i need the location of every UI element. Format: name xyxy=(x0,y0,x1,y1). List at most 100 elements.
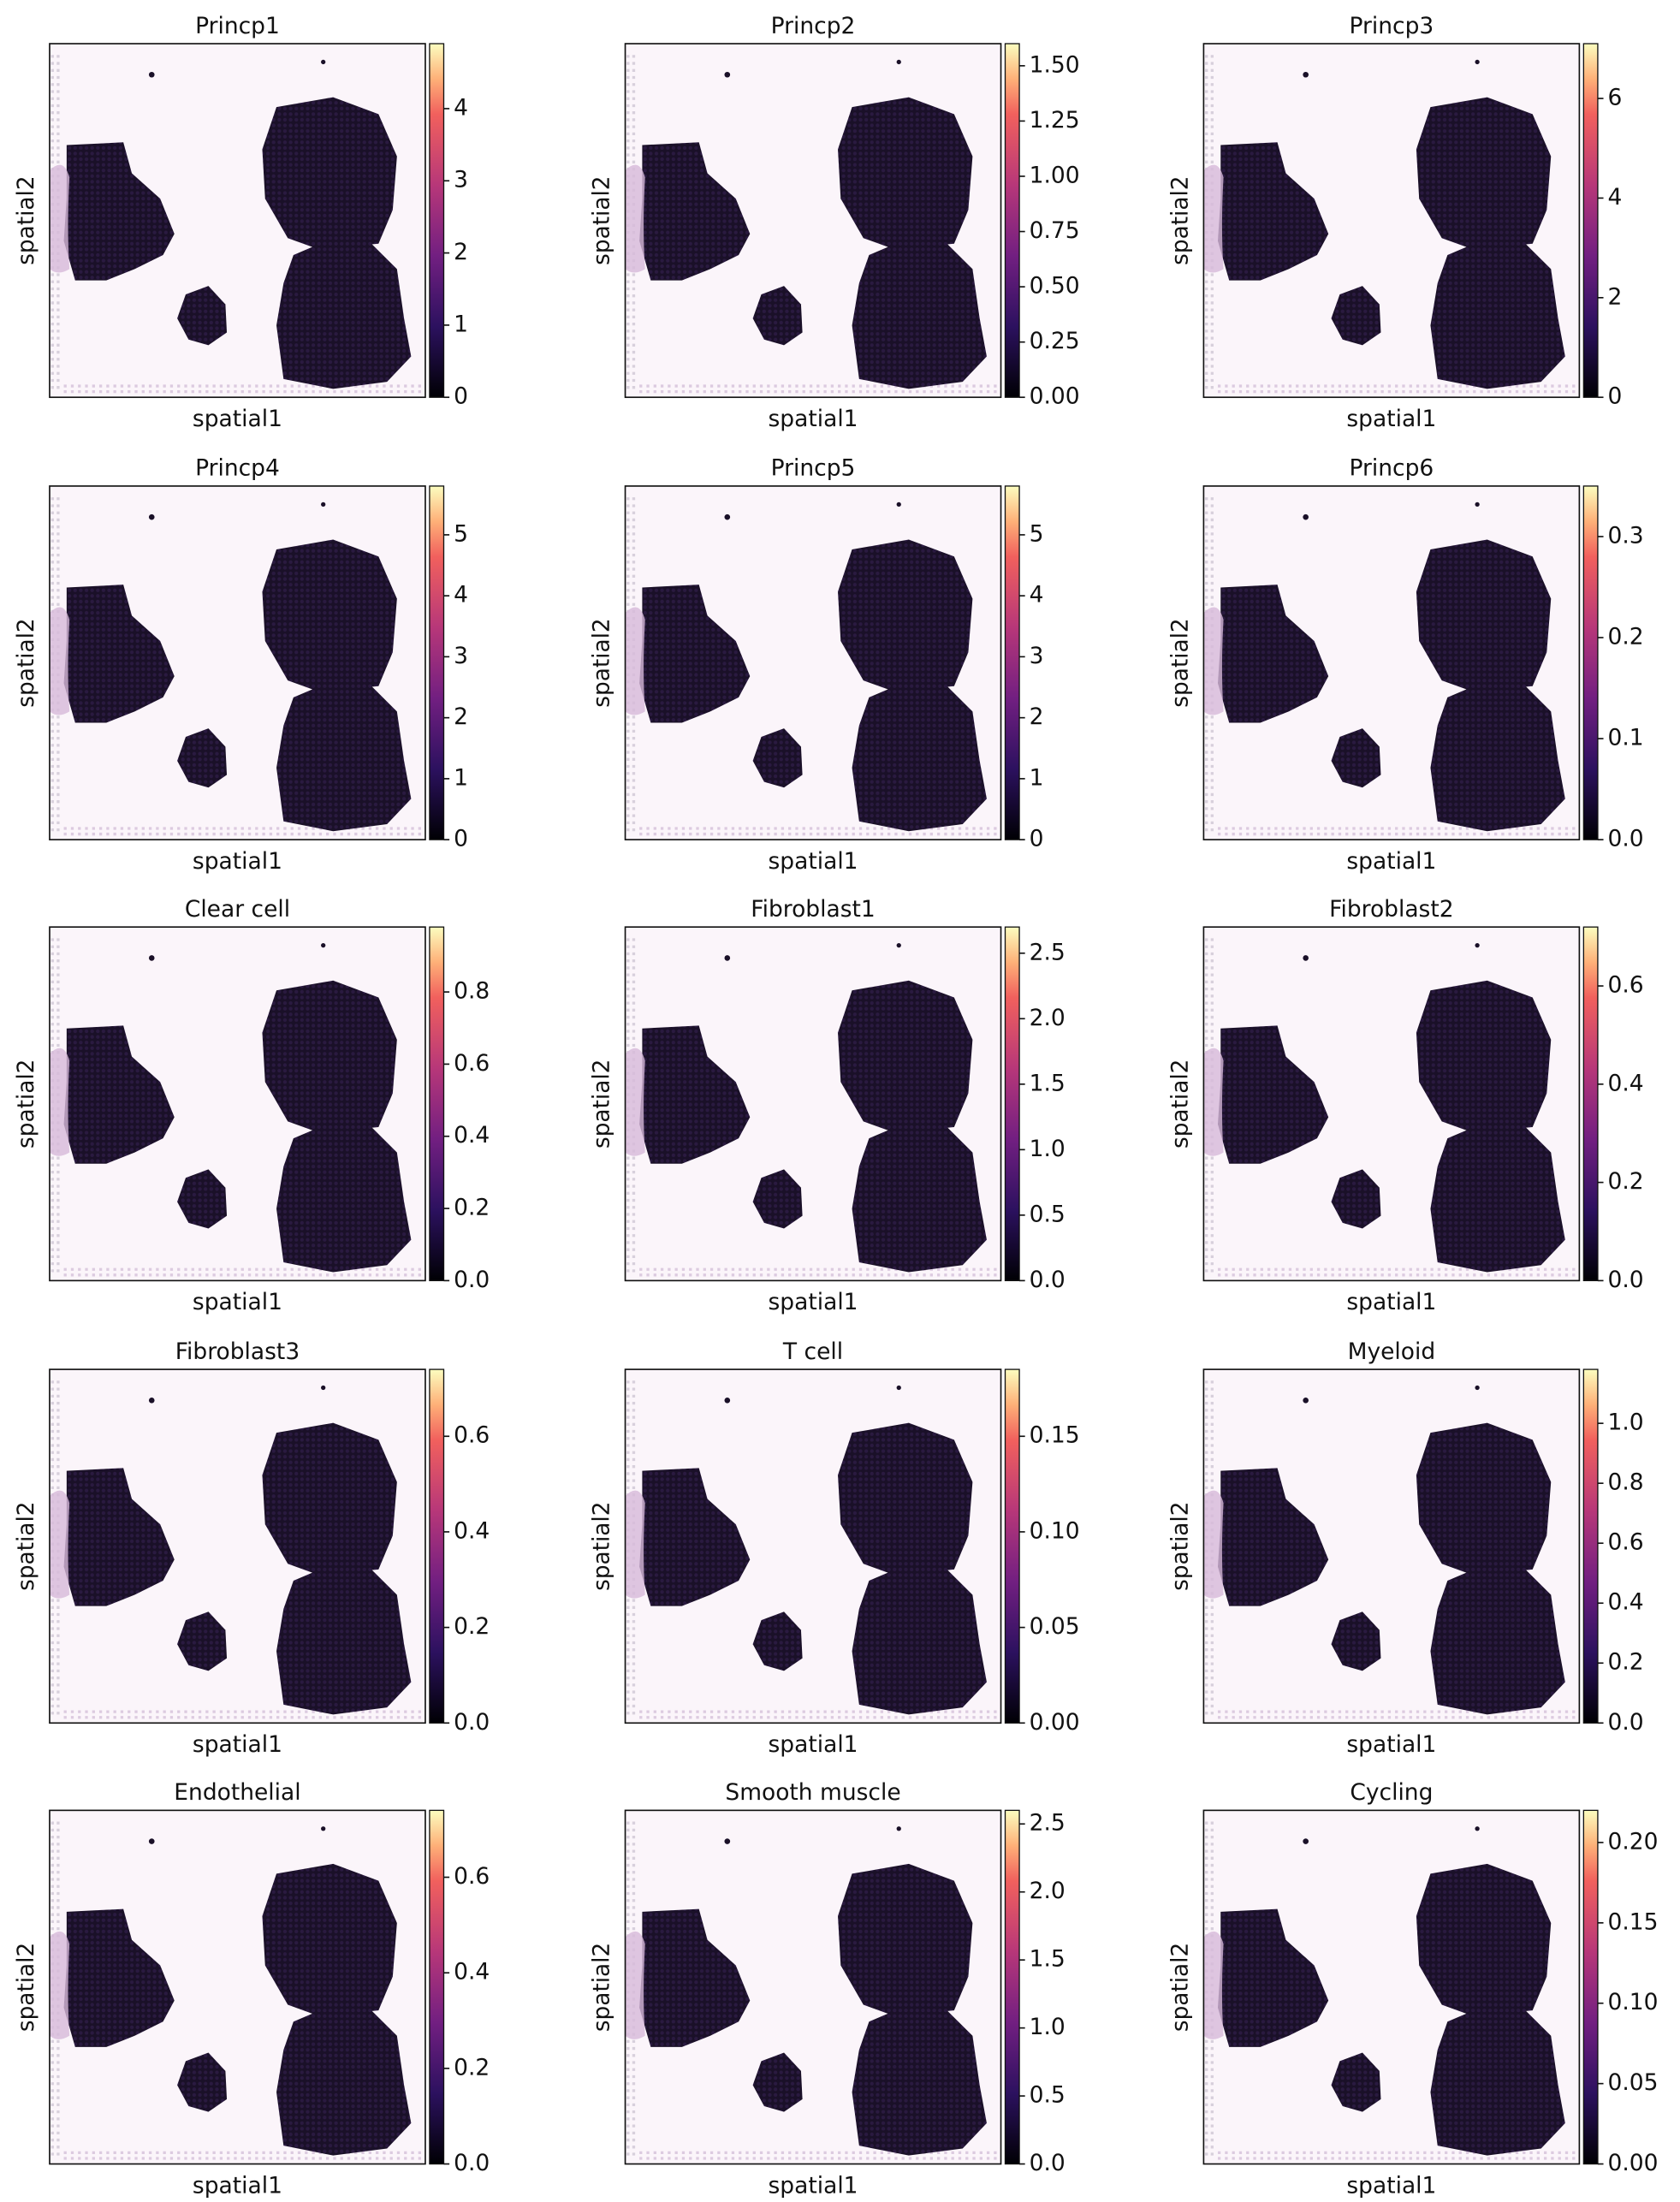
y-axis-label: spatial2 xyxy=(1167,1943,1193,2032)
colorbar-tick-label: 1.5 xyxy=(1030,1946,1066,1973)
colorbar-tick-label: 0.0 xyxy=(1608,826,1644,852)
plot-frame xyxy=(1202,1368,1581,1724)
colorbar-tick-label: 2.5 xyxy=(1030,1810,1066,1837)
plot-frame xyxy=(49,1809,426,2165)
colorbar xyxy=(1004,1368,1020,1724)
tissue xyxy=(1202,484,1582,841)
colorbar-tick-label: 0.0 xyxy=(454,2150,490,2176)
colorbar-tick-label: 1.25 xyxy=(1030,107,1080,134)
y-axis-label: spatial2 xyxy=(1167,1502,1193,1591)
panel-title: Princp6 xyxy=(1349,455,1434,482)
colorbar-tick-label: 0.25 xyxy=(1030,328,1080,354)
colorbar-tick-label: 0.0 xyxy=(454,1267,490,1293)
panel-title: Smooth muscle xyxy=(725,1779,900,1806)
plot-frame xyxy=(49,485,426,840)
y-axis-label: spatial2 xyxy=(588,1059,614,1148)
panel: Fibroblast3 spatial1 spatial2 0.0 0.2 0.4 0.6 xyxy=(13,1338,490,1758)
colorbar-tick-label: 0.2 xyxy=(1608,1168,1644,1195)
colorbar xyxy=(1582,1368,1599,1724)
colorbar-tick-label: 2 xyxy=(1608,283,1623,310)
colorbar-tick-label: 2 xyxy=(1030,703,1044,730)
x-axis-label: spatial1 xyxy=(769,1289,858,1315)
panel: Princp1 spatial1 spatial2 0 1 2 3 4 xyxy=(13,13,468,432)
plot-frame xyxy=(624,1809,1002,2165)
panel: Fibroblast1 spatial1 spatial2 0.0 0.5 1.0 1.5 2… xyxy=(588,896,1065,1315)
tissue xyxy=(623,1368,1003,1724)
colorbar-tick-label: 2 xyxy=(454,703,468,730)
tissue xyxy=(1202,42,1582,399)
colorbar-tick-label: 0.15 xyxy=(1608,1908,1659,1935)
tissue xyxy=(623,484,1003,841)
y-axis-label: spatial2 xyxy=(1167,175,1193,264)
colorbar-tick-label: 0 xyxy=(454,826,468,852)
panel: Princp4 spatial1 spatial2 0 1 2 3 4 5 xyxy=(13,455,468,875)
colorbar-tick-label: 0.00 xyxy=(1030,383,1080,410)
x-axis-label: spatial1 xyxy=(1346,406,1436,432)
colorbar-tick-label: 0.2 xyxy=(1608,624,1644,650)
x-axis-label: spatial1 xyxy=(1346,2172,1436,2199)
colorbar-tick-label: 0.6 xyxy=(454,1863,490,1890)
colorbar xyxy=(429,926,445,1282)
x-axis-label: spatial1 xyxy=(193,848,282,875)
plot-frame xyxy=(49,1368,426,1724)
colorbar-tick-label: 0.6 xyxy=(454,1050,490,1077)
tissue xyxy=(1202,1368,1582,1724)
colorbar-tick-label: 0.15 xyxy=(1030,1422,1080,1449)
colorbar xyxy=(1004,485,1020,840)
tissue xyxy=(48,42,427,399)
colorbar-tick-label: 1.00 xyxy=(1030,163,1080,189)
panel-title: Myeloid xyxy=(1348,1338,1436,1365)
colorbar-tick-label: 0.0 xyxy=(1030,1267,1066,1293)
colorbar-tick-label: 0.0 xyxy=(454,1709,490,1736)
x-axis-label: spatial1 xyxy=(769,406,858,432)
colorbar-tick-label: 1.0 xyxy=(1608,1410,1644,1436)
panel-title: Fibroblast3 xyxy=(175,1338,300,1365)
plot-frame xyxy=(624,43,1002,399)
colorbar-tick-label: 1.50 xyxy=(1030,51,1080,78)
y-axis-label: spatial2 xyxy=(13,1943,39,2032)
colorbar-tick-label: 1 xyxy=(454,311,468,337)
plot-frame xyxy=(1202,926,1581,1282)
x-axis-label: spatial1 xyxy=(769,848,858,875)
panel-title: Cycling xyxy=(1350,1779,1433,1806)
panel-title: Fibroblast2 xyxy=(1329,896,1453,923)
y-axis-label: spatial2 xyxy=(13,175,39,264)
tissue xyxy=(48,925,427,1283)
colorbar-tick-label: 0.0 xyxy=(1608,1709,1644,1736)
panel-title: Princp1 xyxy=(195,13,280,39)
colorbar xyxy=(429,43,445,398)
colorbar-tick-label: 4 xyxy=(1608,184,1623,211)
colorbar-tick-label: 5 xyxy=(1030,520,1044,547)
colorbar-tick-label: 0.4 xyxy=(454,1122,490,1148)
x-axis-label: spatial1 xyxy=(769,1731,858,1758)
panel: Endothelial spatial1 spatial2 0.0 0.2 0.4 0.6 xyxy=(13,1779,490,2199)
x-axis-label: spatial1 xyxy=(193,406,282,432)
colorbar-tick-label: 0.10 xyxy=(1030,1517,1080,1544)
colorbar xyxy=(1582,1809,1599,2165)
colorbar-tick-label: 3 xyxy=(454,167,468,193)
colorbar-tick-label: 2.0 xyxy=(1030,1005,1066,1031)
x-axis-label: spatial1 xyxy=(193,2172,282,2199)
panel-title: Clear cell xyxy=(185,896,290,923)
colorbar-tick-label: 1.5 xyxy=(1030,1070,1066,1096)
colorbar-tick-label: 0.00 xyxy=(1608,2150,1659,2176)
colorbar-tick-label: 2.5 xyxy=(1030,939,1066,965)
colorbar xyxy=(1004,43,1020,398)
colorbar-tick-label: 5 xyxy=(454,520,468,547)
colorbar-tick-label: 0.6 xyxy=(1608,972,1644,999)
y-axis-label: spatial2 xyxy=(1167,1059,1193,1148)
colorbar xyxy=(429,485,445,840)
panel: Princp5 spatial1 spatial2 0 1 2 3 4 5 xyxy=(588,455,1043,875)
colorbar-tick-label: 0 xyxy=(1608,383,1623,410)
tissue xyxy=(623,1808,1003,2166)
x-axis-label: spatial1 xyxy=(193,1731,282,1758)
colorbar-tick-label: 1 xyxy=(1030,764,1044,791)
colorbar-tick-label: 0.0 xyxy=(1030,2150,1066,2176)
colorbar-tick-label: 0.75 xyxy=(1030,217,1080,244)
y-axis-label: spatial2 xyxy=(1167,618,1193,707)
x-axis-label: spatial1 xyxy=(193,1289,282,1315)
colorbar-tick-label: 0.4 xyxy=(1608,1589,1644,1616)
colorbar-tick-label: 0.6 xyxy=(454,1422,490,1449)
colorbar xyxy=(1004,926,1020,1282)
